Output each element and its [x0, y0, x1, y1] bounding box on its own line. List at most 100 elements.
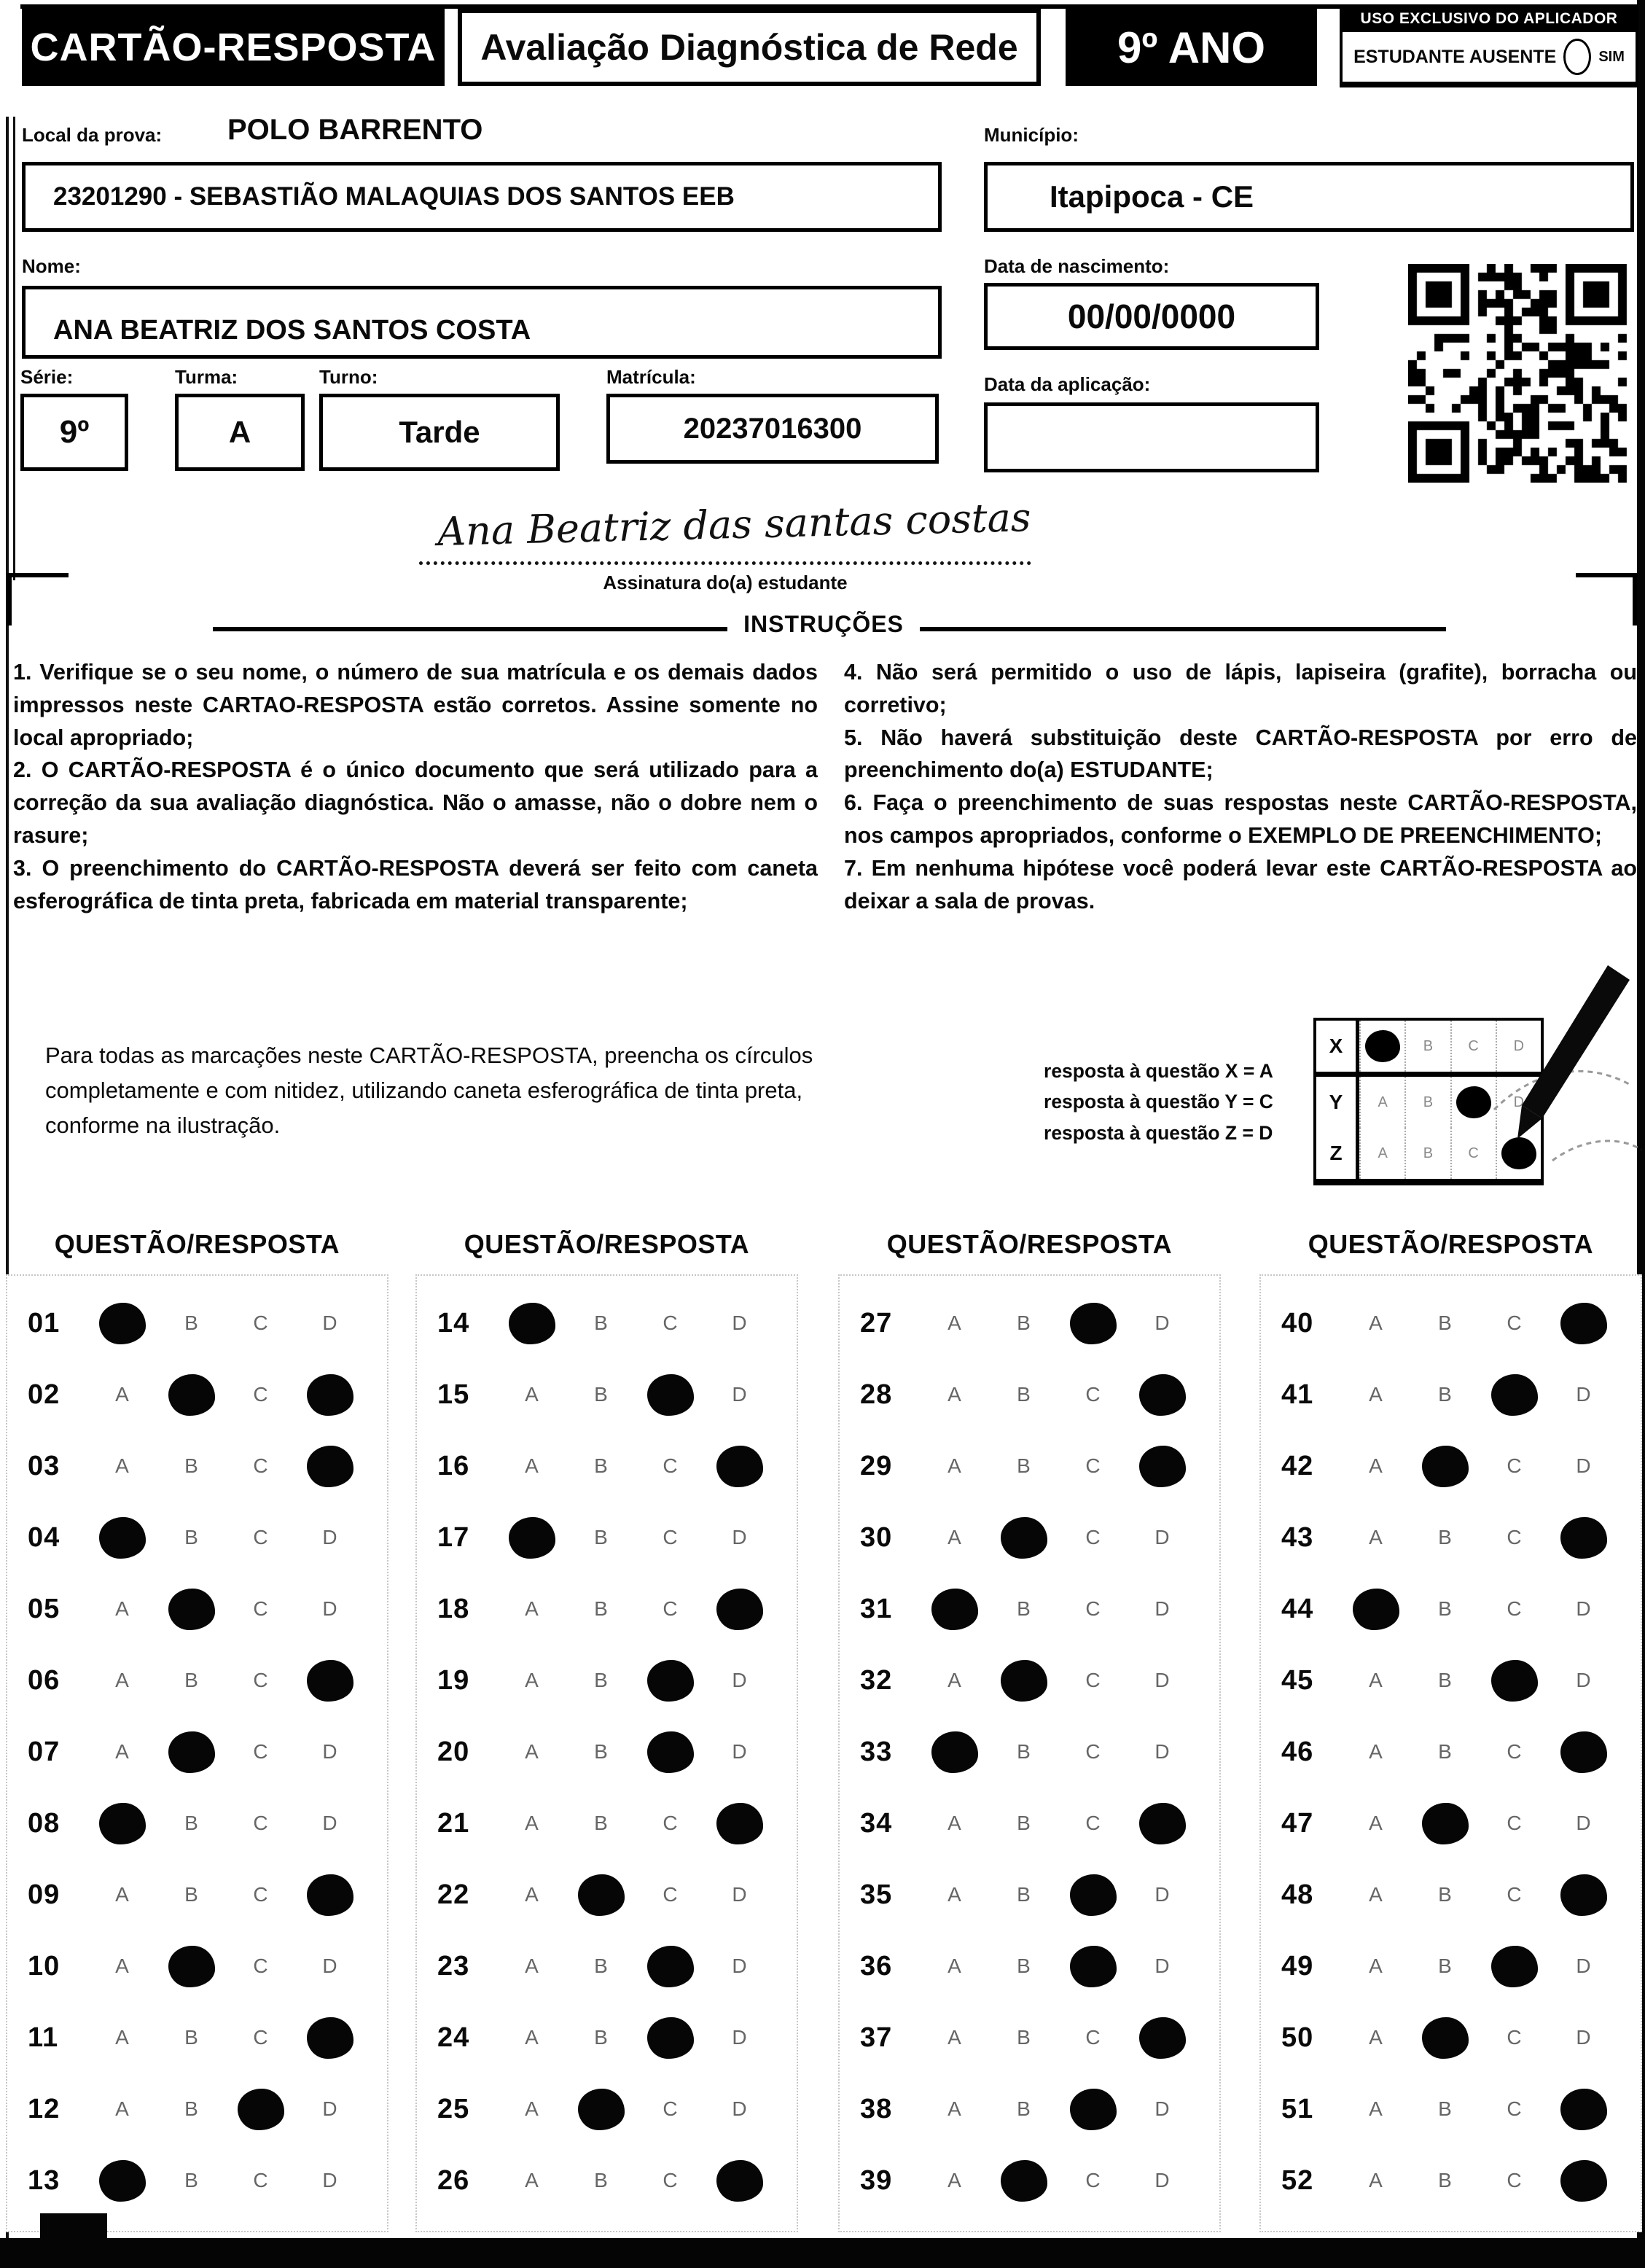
bubble-41-C[interactable]: [1480, 1373, 1549, 1416]
bubble-15-C[interactable]: [636, 1373, 705, 1416]
bubble-26-A[interactable]: A: [497, 2169, 566, 2192]
bubble-45-B[interactable]: B: [1410, 1669, 1480, 1692]
bubble-51-A[interactable]: A: [1341, 2097, 1410, 2121]
filled-bubble-27-C[interactable]: [1069, 1302, 1117, 1344]
bubble-10-A[interactable]: A: [87, 1955, 157, 1978]
bubble-12-C[interactable]: [226, 2088, 295, 2130]
filled-bubble-02-B[interactable]: [168, 1373, 215, 1416]
bubble-25-A[interactable]: A: [497, 2097, 566, 2121]
bubble-25-D[interactable]: D: [705, 2097, 774, 2121]
bubble-17-B[interactable]: B: [566, 1526, 636, 1549]
bubble-07-B[interactable]: [157, 1731, 226, 1773]
bubble-05-D[interactable]: D: [295, 1597, 364, 1621]
bubble-50-C[interactable]: C: [1480, 2026, 1549, 2049]
bubble-28-A[interactable]: A: [920, 1383, 989, 1406]
bubble-29-A[interactable]: A: [920, 1454, 989, 1478]
bubble-33-A[interactable]: [920, 1731, 989, 1773]
bubble-26-D[interactable]: [705, 2159, 774, 2202]
bubble-28-C[interactable]: C: [1058, 1383, 1128, 1406]
bubble-10-D[interactable]: D: [295, 1955, 364, 1978]
filled-bubble-51-D[interactable]: [1560, 2088, 1607, 2130]
bubble-17-A[interactable]: [497, 1516, 566, 1559]
bubble-06-A[interactable]: A: [87, 1669, 157, 1692]
filled-bubble-01-A[interactable]: [98, 1302, 146, 1344]
bubble-32-B[interactable]: [989, 1659, 1058, 1702]
bubble-42-D[interactable]: D: [1549, 1454, 1618, 1478]
bubble-20-D[interactable]: D: [705, 1740, 774, 1764]
bubble-35-C[interactable]: [1058, 1874, 1128, 1916]
bubble-46-D[interactable]: [1549, 1731, 1618, 1773]
bubble-40-C[interactable]: C: [1480, 1312, 1549, 1335]
bubble-24-C[interactable]: [636, 2016, 705, 2059]
bubble-22-C[interactable]: C: [636, 1883, 705, 1906]
bubble-12-A[interactable]: A: [87, 2097, 157, 2121]
bubble-38-A[interactable]: A: [920, 2097, 989, 2121]
bubble-39-A[interactable]: A: [920, 2169, 989, 2192]
bubble-12-D[interactable]: D: [295, 2097, 364, 2121]
bubble-40-B[interactable]: B: [1410, 1312, 1480, 1335]
bubble-48-D[interactable]: [1549, 1874, 1618, 1916]
bubble-49-C[interactable]: [1480, 1945, 1549, 1987]
bubble-43-C[interactable]: C: [1480, 1526, 1549, 1549]
filled-bubble-09-D[interactable]: [306, 1874, 353, 1916]
bubble-14-D[interactable]: D: [705, 1312, 774, 1335]
bubble-39-B[interactable]: [989, 2159, 1058, 2202]
bubble-04-C[interactable]: C: [226, 1526, 295, 1549]
bubble-52-A[interactable]: A: [1341, 2169, 1410, 2192]
bubble-27-A[interactable]: A: [920, 1312, 989, 1335]
bubble-43-A[interactable]: A: [1341, 1526, 1410, 1549]
bubble-35-D[interactable]: D: [1128, 1883, 1197, 1906]
bubble-05-A[interactable]: A: [87, 1597, 157, 1621]
bubble-48-A[interactable]: A: [1341, 1883, 1410, 1906]
filled-bubble-14-A[interactable]: [508, 1302, 555, 1344]
bubble-36-C[interactable]: [1058, 1945, 1128, 1987]
bubble-16-C[interactable]: C: [636, 1454, 705, 1478]
bubble-06-C[interactable]: C: [226, 1669, 295, 1692]
bubble-32-C[interactable]: C: [1058, 1669, 1128, 1692]
bubble-24-D[interactable]: D: [705, 2026, 774, 2049]
bubble-36-B[interactable]: B: [989, 1955, 1058, 1978]
bubble-44-D[interactable]: D: [1549, 1597, 1618, 1621]
bubble-38-B[interactable]: B: [989, 2097, 1058, 2121]
bubble-01-D[interactable]: D: [295, 1312, 364, 1335]
bubble-13-A[interactable]: [87, 2159, 157, 2202]
bubble-31-D[interactable]: D: [1128, 1597, 1197, 1621]
bubble-44-A[interactable]: [1341, 1588, 1410, 1630]
bubble-35-A[interactable]: A: [920, 1883, 989, 1906]
filled-bubble-29-D[interactable]: [1138, 1445, 1186, 1487]
filled-bubble-42-B[interactable]: [1421, 1445, 1469, 1487]
bubble-41-D[interactable]: D: [1549, 1383, 1618, 1406]
bubble-27-B[interactable]: B: [989, 1312, 1058, 1335]
bubble-23-B[interactable]: B: [566, 1955, 636, 1978]
bubble-37-C[interactable]: C: [1058, 2026, 1128, 2049]
bubble-46-A[interactable]: A: [1341, 1740, 1410, 1764]
bubble-08-B[interactable]: B: [157, 1812, 226, 1835]
bubble-05-C[interactable]: C: [226, 1597, 295, 1621]
bubble-28-B[interactable]: B: [989, 1383, 1058, 1406]
bubble-30-D[interactable]: D: [1128, 1526, 1197, 1549]
bubble-46-B[interactable]: B: [1410, 1740, 1480, 1764]
bubble-01-A[interactable]: [87, 1302, 157, 1344]
filled-bubble-39-B[interactable]: [1000, 2159, 1047, 2202]
bubble-21-C[interactable]: C: [636, 1812, 705, 1835]
filled-bubble-35-C[interactable]: [1069, 1874, 1117, 1916]
bubble-13-C[interactable]: C: [226, 2169, 295, 2192]
bubble-47-C[interactable]: C: [1480, 1812, 1549, 1835]
bubble-20-A[interactable]: A: [497, 1740, 566, 1764]
bubble-17-C[interactable]: C: [636, 1526, 705, 1549]
bubble-25-B[interactable]: [566, 2088, 636, 2130]
bubble-37-A[interactable]: A: [920, 2026, 989, 2049]
bubble-49-D[interactable]: D: [1549, 1955, 1618, 1978]
filled-bubble-06-D[interactable]: [306, 1659, 353, 1702]
bubble-23-A[interactable]: A: [497, 1955, 566, 1978]
filled-bubble-31-A[interactable]: [931, 1588, 978, 1630]
bubble-42-C[interactable]: C: [1480, 1454, 1549, 1478]
bubble-04-B[interactable]: B: [157, 1526, 226, 1549]
bubble-21-A[interactable]: A: [497, 1812, 566, 1835]
filled-bubble-36-C[interactable]: [1069, 1945, 1117, 1987]
filled-bubble-16-D[interactable]: [716, 1445, 763, 1487]
filled-bubble-47-B[interactable]: [1421, 1802, 1469, 1844]
filled-bubble-12-C[interactable]: [237, 2088, 284, 2130]
bubble-30-A[interactable]: A: [920, 1526, 989, 1549]
bubble-19-C[interactable]: [636, 1659, 705, 1702]
